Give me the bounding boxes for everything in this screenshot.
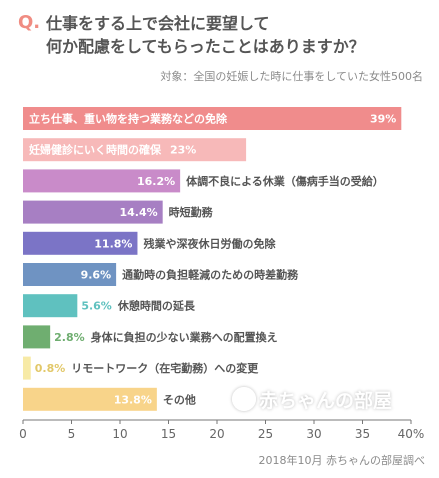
bar-9 [23, 356, 31, 380]
bar-category-label-5: 残業や深夜休日労働の免除 [143, 236, 276, 250]
watermark-logo-icon [232, 387, 256, 411]
bar-value-label-6: 9.6% [81, 269, 112, 282]
x-tick-label-15: 15 [161, 427, 176, 441]
x-tick-label-35: 35 [355, 427, 370, 441]
bar-8 [23, 325, 51, 349]
x-tick-label-40%: 40% [398, 427, 425, 441]
bar-value-label-4: 14.4% [120, 206, 158, 219]
bar-1 [23, 107, 402, 130]
bar-3 [23, 169, 181, 193]
bar-value-label-8: 2.8% [54, 331, 85, 344]
watermark: 赤ちゃんの部屋 [232, 386, 392, 413]
bar-5 [23, 231, 138, 255]
x-tick-label-20: 20 [209, 427, 224, 441]
x-tick-label-30: 30 [306, 427, 321, 441]
bar-value-label-10: 13.8% [114, 393, 152, 406]
bar-value-label-1: 39% [370, 113, 396, 126]
bar-4 [23, 200, 163, 224]
bar-category-label-7: 休憩時間の延長 [117, 299, 196, 313]
bar-value-label-5: 11.8% [94, 237, 132, 250]
bar-10 [23, 387, 157, 411]
bar-category-label-6: 通勤時の負担軽減のための時差勤務 [122, 268, 299, 282]
x-tick-label-10: 10 [112, 427, 127, 441]
chart-subtitle: 対象：全国の妊娠した時に仕事をしていた女性500名 [160, 70, 423, 83]
bar-category-label-2: 妊婦健診にいく時間の確保 [29, 143, 162, 157]
bar-7 [23, 294, 78, 318]
bar-6 [23, 263, 117, 286]
bar-value-label-7: 5.6% [81, 300, 112, 313]
bar-value-label-9: 0.8% [35, 362, 66, 375]
chart-title-line-1: 仕事をする上で会社に要望して [46, 14, 270, 33]
chart-title: 仕事をする上で会社に要望して 何か配慮をしてもらったことはありますか？ [46, 12, 436, 58]
bar-category-label-8: 身体に負担の少ない業務への配置換え [91, 330, 278, 344]
x-tick-label-0: 0 [19, 427, 27, 441]
bar-category-label-1: 立ち仕事、重い物を持つ業務などの免除 [29, 112, 228, 126]
source-note: 2018年10月 赤ちゃんの部屋調べ [258, 454, 426, 467]
chart-title-line-2: 何か配慮をしてもらったことはありますか？ [46, 37, 365, 56]
watermark-text: 赤ちゃんの部屋 [259, 390, 393, 412]
bar-2 [23, 138, 247, 162]
x-tick-label-25: 25 [258, 427, 273, 441]
bar-category-label-10: その他 [163, 392, 196, 406]
question-label: Q. [18, 12, 41, 33]
bar-category-label-9: リモートワーク（在宅勤務）への変更 [71, 361, 259, 375]
bar-category-label-4: 時短勤務 [169, 205, 214, 219]
bar-value-label-2: 23% [170, 144, 196, 157]
x-tick-label-5: 5 [68, 427, 76, 441]
bar-category-label-3: 体調不良による休業（傷病手当の受給） [186, 174, 384, 188]
bar-value-label-3: 16.2% [137, 175, 175, 188]
